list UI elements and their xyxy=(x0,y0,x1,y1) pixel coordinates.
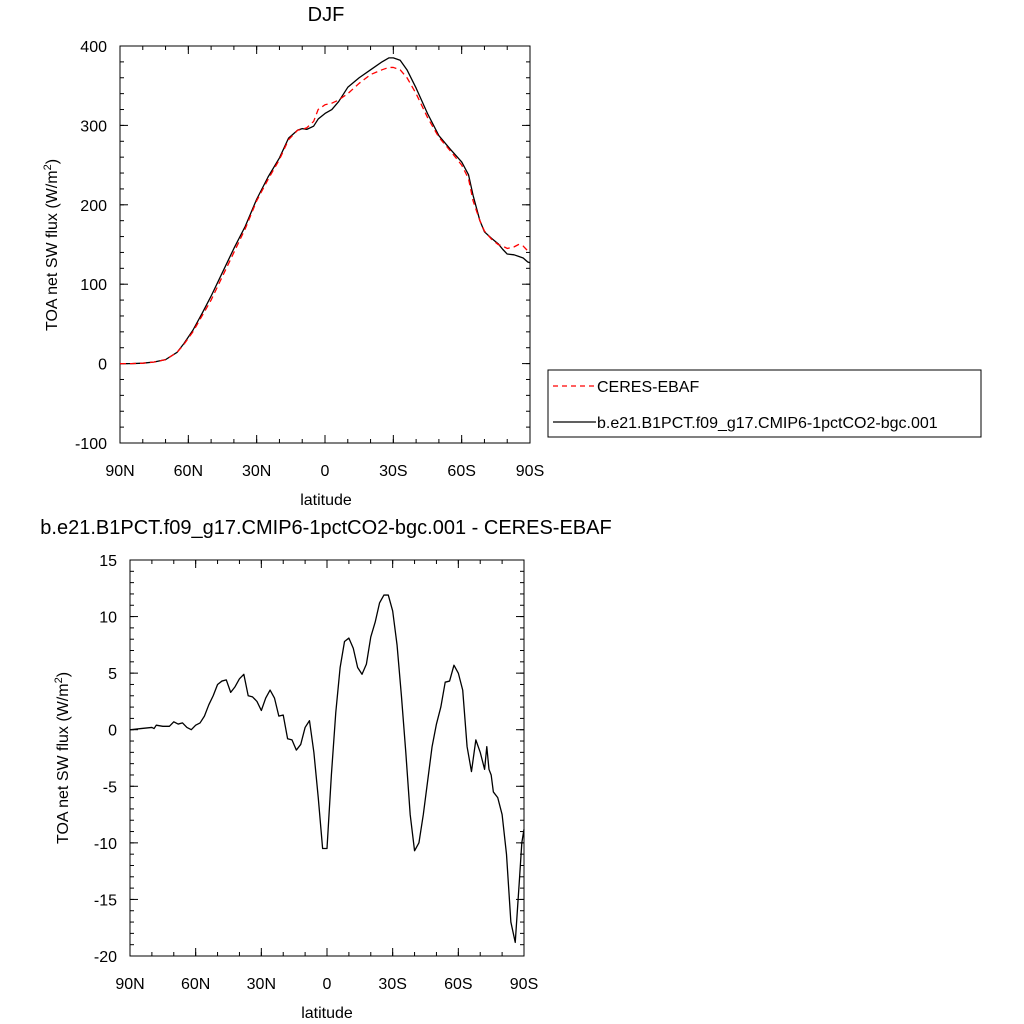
top-series-line-0 xyxy=(120,66,531,365)
y-tick-label: -5 xyxy=(103,779,117,796)
bottom-y-axis-label-sup: 2 xyxy=(53,677,65,683)
y-tick-label: -10 xyxy=(94,836,117,853)
y-tick-label: -20 xyxy=(94,949,117,966)
bottom-ticks: 90N 60N 30N 0 30S 60S 90S -20 -15 -10 -5 0 5 10 15 xyxy=(94,553,538,993)
x-tick-label: 30N xyxy=(247,976,276,993)
top-y-axis-label-text: TOA net SW flux (W/m xyxy=(44,170,61,331)
bottom-y-axis-label-end: ) xyxy=(55,672,72,677)
top-y-axis-label-sup: 2 xyxy=(42,164,54,170)
x-tick-label: 90N xyxy=(115,976,144,993)
top-x-axis-label: latitude xyxy=(300,492,352,509)
x-tick-label: 30S xyxy=(379,463,407,480)
y-tick-label: 0 xyxy=(98,357,107,374)
y-tick-label: 15 xyxy=(99,553,117,570)
legend: CERES-EBAF b.e21.B1PCT.f09_g17.CMIP6-1pc… xyxy=(547,369,982,438)
x-tick-label: 60N xyxy=(174,463,203,480)
x-tick-label: 60N xyxy=(181,976,210,993)
bottom-y-axis-label: TOA net SW flux (W/m2) xyxy=(53,672,72,844)
legend-label-ceres: CERES-EBAF xyxy=(597,379,699,396)
bottom-panel: b.e21.B1PCT.f09_g17.CMIP6-1pctCO2-bgc.00… xyxy=(40,517,611,1022)
y-tick-label: 5 xyxy=(108,666,117,683)
y-tick-label: 200 xyxy=(80,198,107,215)
y-tick-label: 100 xyxy=(80,277,107,294)
bottom-series-line-0 xyxy=(129,594,525,944)
y-tick-label: 0 xyxy=(108,723,117,740)
top-y-axis-label-end: ) xyxy=(44,159,61,164)
top-panel-title: DJF xyxy=(308,4,345,26)
x-tick-label: 90S xyxy=(510,976,538,993)
y-tick-label: -15 xyxy=(94,892,117,909)
top-panel: DJF 90N 60N 30N 0 30S 60S 90S -100 0 100 200 300 400… xyxy=(42,4,544,509)
legend-label-model: b.e21.B1PCT.f09_g17.CMIP6-1pctCO2-bgc.00… xyxy=(597,415,938,432)
x-tick-label: 30N xyxy=(242,463,271,480)
y-tick-label: 400 xyxy=(80,39,107,56)
bottom-x-axis-label: latitude xyxy=(301,1005,353,1022)
x-tick-label: 0 xyxy=(321,463,330,480)
legend-box xyxy=(547,369,982,438)
x-tick-label: 60S xyxy=(447,463,475,480)
bottom-y-axis-label-text: TOA net SW flux (W/m xyxy=(55,683,72,844)
y-tick-label: -100 xyxy=(75,436,107,453)
top-y-axis-label: TOA net SW flux (W/m2) xyxy=(42,159,61,331)
x-tick-label: 90N xyxy=(105,463,134,480)
x-tick-label: 90S xyxy=(516,463,544,480)
y-tick-label: 10 xyxy=(99,610,117,627)
x-tick-label: 0 xyxy=(323,976,332,993)
bottom-series xyxy=(129,594,525,944)
x-tick-label: 60S xyxy=(444,976,472,993)
x-tick-label: 30S xyxy=(378,976,406,993)
top-series xyxy=(120,57,531,365)
bottom-plot-frame xyxy=(129,559,525,957)
top-series-line-1 xyxy=(120,57,531,365)
y-tick-label: 300 xyxy=(80,118,107,135)
top-ticks: 90N 60N 30N 0 30S 60S 90S -100 0 100 200 300 400 xyxy=(75,39,544,480)
bottom-panel-title: b.e21.B1PCT.f09_g17.CMIP6-1pctCO2-bgc.00… xyxy=(40,517,611,539)
